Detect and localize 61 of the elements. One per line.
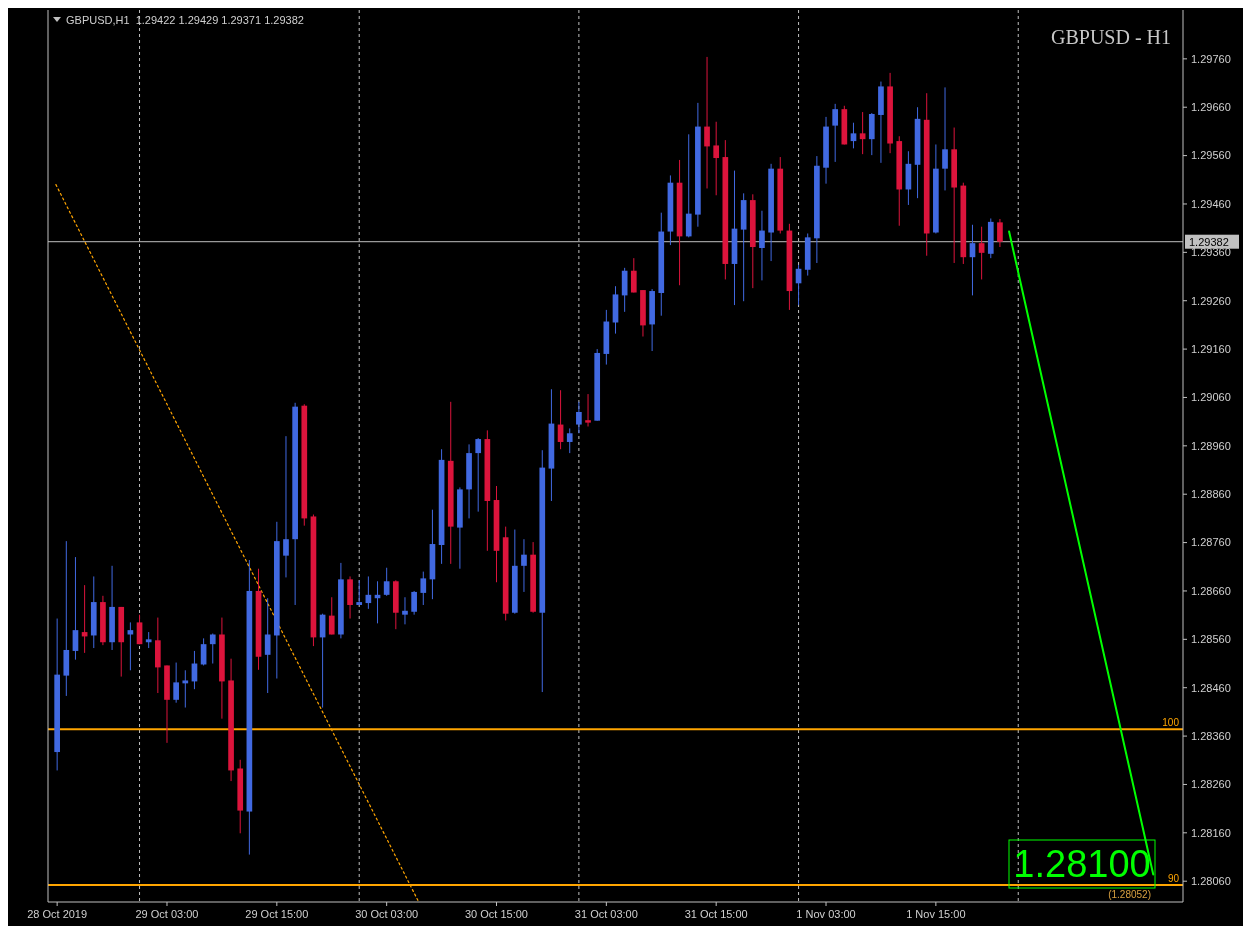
- candlestick: [566, 427, 573, 454]
- candlestick: [713, 121, 720, 196]
- candlestick: [402, 596, 408, 625]
- candlestick: [356, 579, 363, 606]
- candlestick: [383, 567, 390, 597]
- x-tick-label: 29 Oct 15:00: [245, 908, 309, 920]
- y-tick-label: 1.29360: [1191, 246, 1231, 259]
- candlestick: [576, 401, 582, 434]
- candlestick: [997, 218, 1003, 248]
- candlestick: [942, 86, 948, 191]
- annotation: 100: [1162, 717, 1180, 729]
- annotation: 90: [1167, 873, 1180, 885]
- x-tick-label: 30 Oct 03:00: [355, 908, 419, 920]
- y-tick-label: 1.29760: [1191, 52, 1231, 65]
- candlestick: [759, 210, 765, 281]
- y-tick-label: 1.28960: [1191, 439, 1231, 452]
- candlestick: [850, 122, 857, 149]
- x-tick-label: 1 Nov 15:00: [906, 908, 966, 920]
- y-tick-label: 1.29660: [1191, 101, 1231, 114]
- y-tick-label: 1.28460: [1191, 681, 1231, 694]
- annotation: (1.28052): [1108, 889, 1151, 900]
- y-tick-label: 1.29260: [1191, 294, 1231, 307]
- candlestick: [832, 103, 839, 163]
- y-tick-label: 1.29560: [1191, 149, 1231, 162]
- candlestick: [585, 393, 591, 427]
- y-tick-label: 1.29060: [1191, 391, 1231, 404]
- x-tick-label: 30 Oct 15:00: [465, 908, 529, 920]
- candlestick: [173, 662, 179, 704]
- candlestick: [182, 669, 189, 709]
- x-tick-label: 31 Oct 03:00: [574, 908, 638, 920]
- candlestick: [978, 226, 985, 280]
- y-tick-label: 1.28260: [1191, 778, 1231, 791]
- candlestick: [209, 633, 216, 665]
- candlestick: [685, 133, 692, 238]
- candlestick: [328, 596, 335, 635]
- y-tick-label: 1.28360: [1191, 729, 1231, 742]
- y-tick-label: 1.28060: [1191, 875, 1231, 888]
- x-tick-label: 28 Oct 2019: [27, 908, 88, 920]
- chart-subtitle: GBPUSD,H1 1.29422 1.29429 1.29371 1.29382: [66, 14, 304, 26]
- candlestick: [704, 56, 710, 189]
- y-tick-label: 1.29460: [1191, 197, 1231, 210]
- y-tick-label: 1.28760: [1191, 536, 1231, 549]
- x-tick-label: 31 Oct 15:00: [684, 908, 748, 920]
- y-tick-label: 1.29160: [1191, 342, 1231, 355]
- y-tick-label: 1.28560: [1191, 633, 1231, 646]
- candlestick: [521, 538, 527, 593]
- candlestick: [859, 111, 866, 155]
- y-tick-label: 1.28860: [1191, 488, 1231, 501]
- y-tick-label: 1.28160: [1191, 826, 1231, 839]
- candlestick: [630, 257, 637, 293]
- text: GBPUSD - H1: [1050, 26, 1171, 48]
- candlestick: [475, 437, 482, 513]
- candlestick: [264, 597, 271, 694]
- candlestick: [411, 590, 417, 616]
- x-tick-label: 29 Oct 03:00: [135, 908, 199, 920]
- annotation: 1.28100: [1013, 843, 1151, 886]
- candlestick: [283, 435, 289, 578]
- x-tick-label: 1 Nov 03:00: [796, 908, 856, 920]
- ref-line-label: 1.29382: [1189, 235, 1229, 248]
- candlestick: [420, 571, 427, 606]
- y-tick-label: 1.28660: [1191, 584, 1231, 597]
